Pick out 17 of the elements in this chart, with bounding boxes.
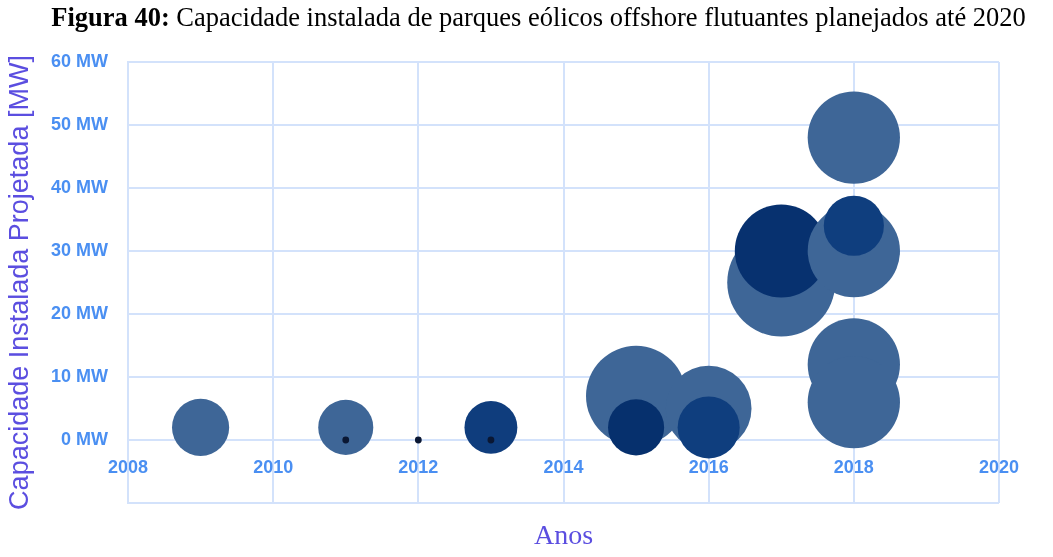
x-tick-label: 2018 (833, 456, 874, 477)
x-tick-label: 2012 (398, 456, 439, 477)
y-tick-label: 20 MW (50, 302, 108, 323)
y-axis-title: Capacidade Instalada Projetada [MW] (3, 55, 34, 510)
x-tick-label: 2010 (253, 456, 294, 477)
y-tick-label: 40 MW (50, 176, 108, 197)
y-tick-label: 50 MW (50, 113, 108, 134)
y-tick-label: 0 MW (61, 428, 109, 449)
x-tick-label: 2008 (107, 456, 149, 477)
y-tick-label: 10 MW (50, 365, 108, 386)
x-tick-label: 2014 (543, 456, 584, 477)
x-tick-label: 2016 (688, 456, 729, 477)
y-tick-label: 60 MW (50, 50, 108, 71)
x-axis-title: Anos (533, 519, 594, 551)
x-tick-label: 2020 (978, 456, 1020, 477)
chart-title: Figura 40: Capacidade instalada de parques eólicos offshore flutuantes planejados até 2020 (50, 2, 1027, 32)
y-tick-label: 30 MW (50, 239, 108, 260)
